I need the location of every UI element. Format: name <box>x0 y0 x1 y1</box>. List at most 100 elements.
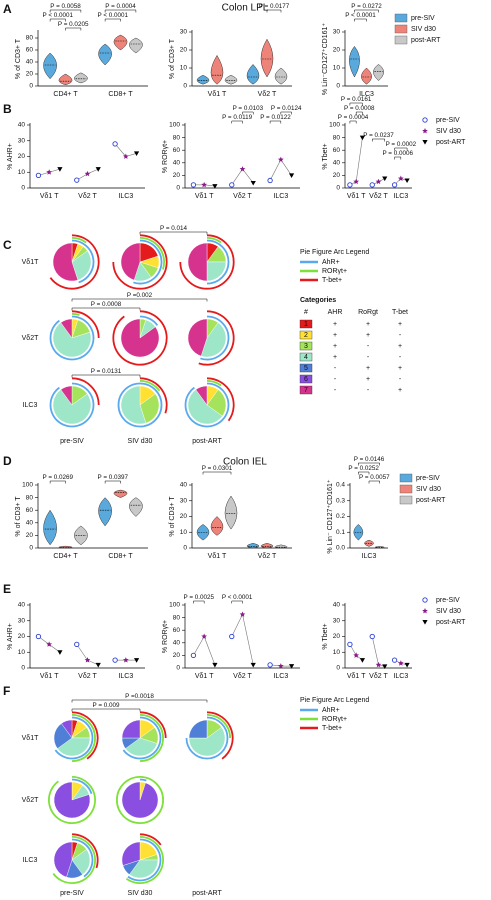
table-header: T-bet <box>392 309 408 316</box>
significance-bracket <box>371 138 386 142</box>
pie-slice <box>188 727 226 757</box>
y-tick-label: 80 <box>333 134 341 141</box>
pie-slice <box>187 242 208 282</box>
table-cell: + <box>366 332 370 339</box>
y-tick-label: 20 <box>173 172 181 179</box>
column-label: SIV d30 <box>128 890 153 897</box>
row-label: Vδ2T <box>22 797 39 804</box>
violin <box>113 34 128 51</box>
significance-bracket <box>349 102 363 106</box>
significance-bracket <box>269 120 282 124</box>
marker-arc <box>71 239 95 284</box>
column-label: SIV d30 <box>128 438 153 445</box>
data-point <box>74 641 80 648</box>
table-cell: - <box>367 354 370 361</box>
x-tick-label: Vδ1 T <box>195 193 214 200</box>
marker-arc <box>71 714 96 762</box>
data-point <box>347 641 353 648</box>
violin <box>210 516 224 536</box>
y-tick-label: 20 <box>333 47 341 54</box>
data-point <box>190 182 197 188</box>
data-point <box>190 652 197 659</box>
data-point <box>133 658 140 663</box>
legend-label: post-ART <box>436 619 466 626</box>
arc-legend-label: AhR+ <box>322 707 340 714</box>
x-tick-label: ILC3 <box>362 553 377 560</box>
category-swatch <box>299 363 313 373</box>
data-point <box>133 151 140 156</box>
marker-arc <box>139 315 159 326</box>
violin <box>274 67 288 85</box>
data-point <box>382 176 388 182</box>
p-value: P = 0.0397 <box>98 474 129 481</box>
legend-swatch <box>394 13 408 23</box>
pair-line <box>242 614 254 665</box>
violin <box>274 544 288 549</box>
violin <box>210 54 224 85</box>
marker-arc <box>133 239 163 285</box>
arc-legend-label: AhR+ <box>322 259 340 266</box>
p-value: P = 0.0269 <box>43 474 74 481</box>
data-point <box>57 167 63 172</box>
pie-slice <box>195 385 208 406</box>
x-tick-label: ILC3 <box>393 193 408 200</box>
x-tick-label: ILC3 <box>393 673 408 680</box>
table-cell: - <box>334 376 337 383</box>
arc-legend-label: RORγt+ <box>322 716 347 723</box>
violin <box>260 543 274 549</box>
data-point <box>353 652 360 658</box>
data-point <box>375 178 382 185</box>
category-number: 1 <box>304 321 308 328</box>
significance-bracket <box>49 9 82 13</box>
significance-bracket <box>354 9 379 13</box>
category-number: 2 <box>304 332 308 339</box>
data-point <box>397 660 404 666</box>
marker-arc <box>206 711 234 760</box>
marker-arc <box>71 310 100 339</box>
pair-line <box>204 184 215 187</box>
row-label: ILC3 <box>23 402 38 409</box>
marker-arc <box>49 234 100 290</box>
pie-slice <box>187 318 208 357</box>
p-value: P < 0.0001 <box>345 12 376 19</box>
marker-arc <box>112 234 168 290</box>
pie-slice <box>200 322 227 358</box>
data-point <box>359 135 366 141</box>
legend-swatch <box>394 24 408 34</box>
x-tick-label: CD4+ T <box>53 91 78 98</box>
table-cell: - <box>367 387 370 394</box>
pair-line <box>76 644 88 661</box>
x-tick-label: Vδ2 T <box>233 193 252 200</box>
data-point <box>229 633 235 640</box>
x-tick-label: ILC3 <box>118 673 133 680</box>
y-tick-label: 100 <box>169 122 180 129</box>
p-value: P = 0.0002 <box>386 141 417 148</box>
pie-slice <box>52 389 92 425</box>
p-value: P =0.002 <box>127 292 153 299</box>
y-tick-label: 20 <box>173 652 181 659</box>
y-tick-label: 0 <box>336 665 340 672</box>
p-value: P = 0.0025 <box>184 594 215 601</box>
marker-arc <box>206 237 222 244</box>
y-tick-label: 0 <box>29 83 33 90</box>
significance-bracket <box>71 374 141 378</box>
row-label: Vδ1T <box>22 735 39 742</box>
data-point <box>288 664 295 669</box>
p-value: P = 0.0161 <box>341 96 372 103</box>
pair-line <box>280 159 292 176</box>
significance-bracket <box>231 600 243 604</box>
x-tick-label: CD4+ T <box>53 553 78 560</box>
y-tick-label: 60 <box>26 47 34 54</box>
y-tick-label: 60 <box>26 507 34 514</box>
x-tick-label: Vδ1 T <box>347 673 366 680</box>
category-number: 3 <box>304 343 308 350</box>
violin <box>224 495 238 530</box>
significance-bracket <box>71 699 208 703</box>
y-tick-label: 60 <box>173 147 181 154</box>
y-tick-label: 0.1 <box>336 529 345 536</box>
arc-legend-label: RORγt+ <box>322 268 347 275</box>
marker-arc <box>127 838 162 882</box>
legend-swatch <box>399 473 413 483</box>
data-point <box>250 662 256 668</box>
table-cell: + <box>333 343 337 350</box>
